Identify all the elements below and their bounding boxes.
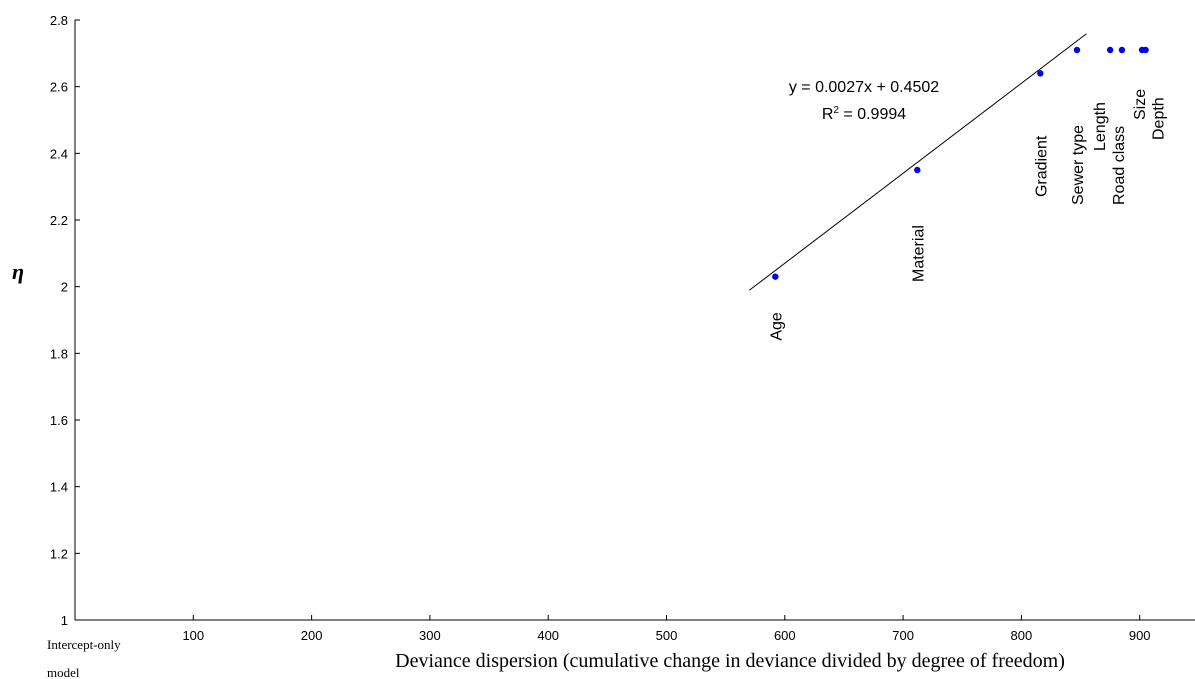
data-point — [772, 273, 779, 280]
point-label: Depth — [1151, 97, 1168, 140]
point-label: Length — [1092, 102, 1109, 151]
origin-label-line-2: model — [47, 665, 80, 679]
x-tick-label: 600 — [774, 628, 796, 643]
trendline-equation: y = 0.0027x + 0.4502 — [789, 79, 939, 96]
x-tick-label: 500 — [656, 628, 678, 643]
y-tick-label: 2.4 — [50, 146, 68, 161]
r2-prefix: R — [822, 106, 834, 123]
x-tick-label: 900 — [1129, 628, 1151, 643]
y-tick-label: 2.8 — [50, 13, 68, 28]
x-tick-label: 800 — [1011, 628, 1033, 643]
y-tick-label: 1.2 — [50, 546, 68, 561]
y-tick-label: 1.6 — [50, 413, 68, 428]
plot-frame — [74, 20, 1195, 621]
data-point — [1037, 70, 1044, 77]
y-tick-label: 1.4 — [50, 480, 68, 495]
y-tick-label: 2.2 — [50, 213, 68, 228]
y-tick-label: 2 — [61, 280, 68, 295]
x-axis-label: Deviance dispersion (cumulative change i… — [395, 650, 1065, 672]
x-tick-label: 100 — [182, 628, 204, 643]
data-point — [914, 166, 921, 174]
point-label: Material — [910, 225, 927, 282]
data-point — [1073, 46, 1081, 54]
point-label: Sewer type — [1070, 125, 1087, 205]
origin-label-line-1: Intercept-only — [47, 637, 121, 652]
x-tick-label: 200 — [301, 628, 323, 643]
trendline — [749, 33, 1087, 291]
point-labels: Age Material Gradient Sewer type Length Road … — [768, 89, 1167, 341]
point-label: Size — [1132, 89, 1149, 120]
trendline-path — [749, 33, 1087, 291]
data-point — [1142, 46, 1149, 54]
point-label: Gradient — [1033, 135, 1050, 197]
point-label: Road class — [1111, 126, 1128, 205]
x-tick-label: 400 — [537, 628, 559, 643]
y-ticks: 1 1.2 1.4 1.6 1.8 2 2.2 2.4 2.6 2.8 — [50, 13, 80, 628]
r2-value: = 0.9994 — [839, 106, 906, 123]
y-tick-label: 1.8 — [50, 346, 68, 361]
trendline-r-squared: R2 = 0.9994 — [822, 105, 906, 123]
y-axis-label: η — [12, 259, 24, 284]
data-point — [1118, 46, 1126, 54]
origin-label: Intercept-only model — [47, 637, 124, 679]
x-tick-label: 300 — [419, 628, 441, 643]
x-tick-label: 700 — [892, 628, 914, 643]
x-ticks: 100 200 300 400 500 600 700 800 900 — [182, 615, 1151, 643]
data-point — [1106, 46, 1114, 54]
y-tick-label: 2.6 — [50, 80, 68, 95]
data-points — [772, 46, 1149, 280]
y-tick-label: 1 — [61, 613, 68, 628]
point-label: Age — [768, 312, 785, 341]
r2-superscript: 2 — [833, 105, 839, 116]
